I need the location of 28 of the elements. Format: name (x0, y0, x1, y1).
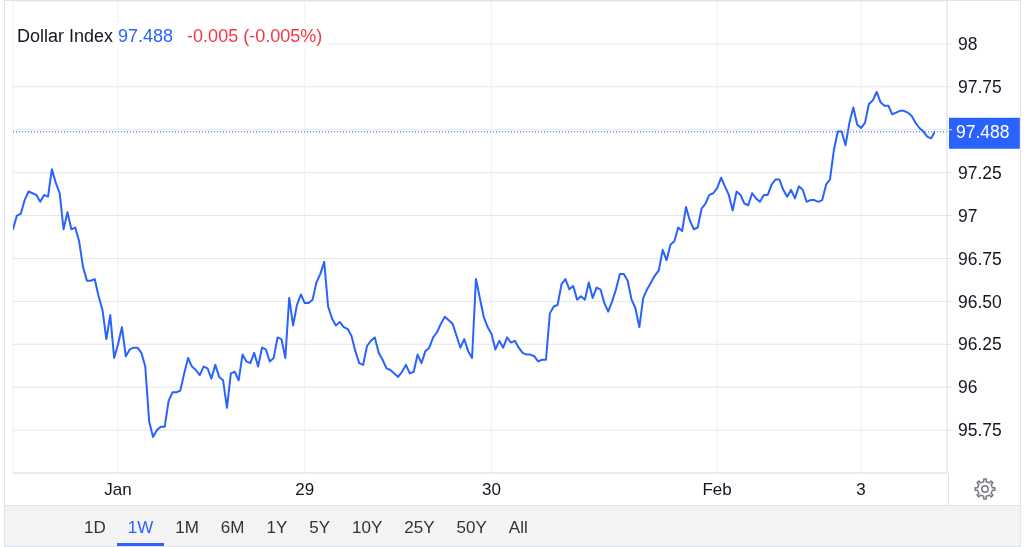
x-tick-label: 30 (482, 480, 501, 500)
text: 1Y (266, 517, 288, 538)
y-tick-label: 96.50 (958, 291, 1003, 312)
text: 1D (84, 517, 106, 538)
text: 6M (220, 517, 245, 538)
annotation: -0.005 (-0.005%) (187, 26, 323, 46)
text: 1M (175, 517, 199, 538)
text: 10Y (352, 517, 383, 538)
text: 25Y (404, 517, 435, 538)
text: Dollar Index (17, 26, 114, 46)
x-tick-label: Jan (104, 480, 132, 500)
text: 97.488 (118, 26, 174, 46)
ref-line-label: 97.488 (956, 122, 1010, 143)
y-tick-label: 96 (958, 377, 978, 398)
y-tick-label: 96.75 (958, 248, 1002, 269)
y-tick-label: 98 (958, 34, 978, 55)
y-tick-label: 97.25 (958, 162, 1002, 183)
x-tick-label: 29 (295, 480, 315, 500)
y-tick-label: 95.75 (958, 420, 1002, 441)
text: 5Y (309, 517, 331, 538)
x-tick-label: Feb (702, 480, 732, 500)
text: 50Y (456, 517, 487, 538)
text: All (508, 517, 528, 538)
y-tick-label: 96.25 (958, 334, 1002, 355)
text: 1W (127, 517, 154, 538)
y-tick-label: 97.75 (958, 77, 1002, 98)
y-tick-label: 97 (958, 205, 978, 226)
x-tick-label: 3 (856, 480, 866, 500)
